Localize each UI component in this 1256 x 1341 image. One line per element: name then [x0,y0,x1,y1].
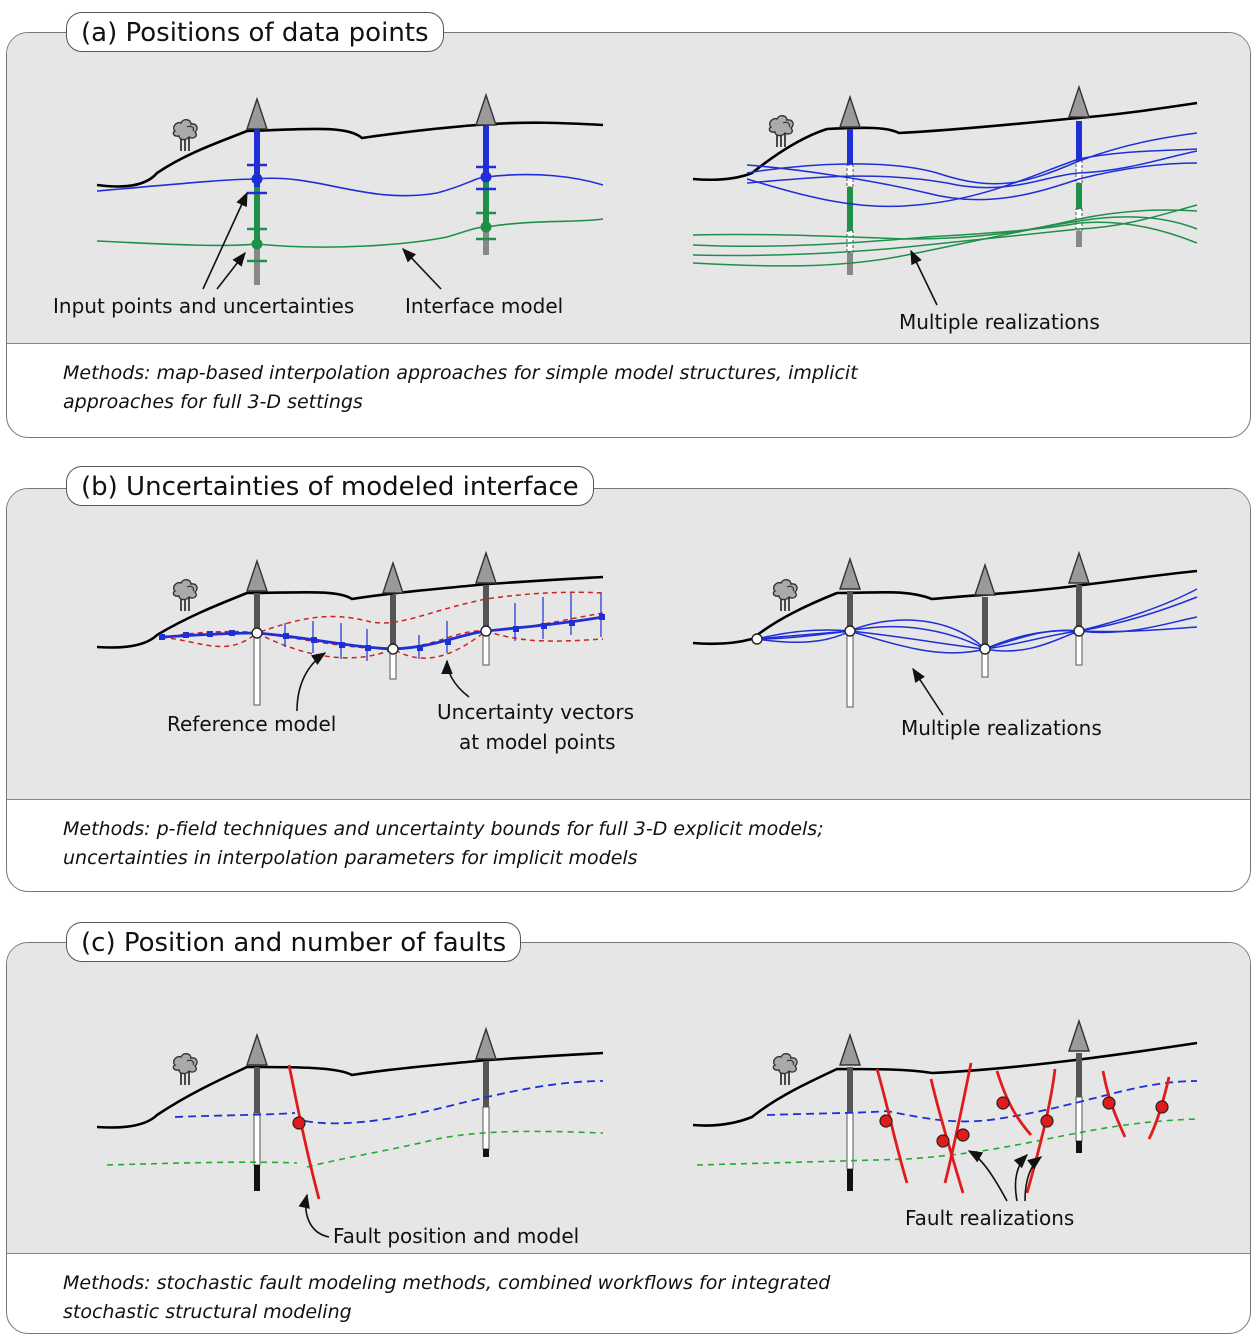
label-reference-model: Reference model [167,712,336,736]
panel-a-title: (a) Positions of data points [66,12,444,52]
label-fault-realizations: Fault realizations [905,1206,1074,1230]
well-2 [382,562,404,680]
label-uncertainty-vectors: Uncertainty vectors [437,700,634,724]
well-3 [475,552,497,666]
well-1 [246,98,268,285]
ground-surface-right [692,1041,1198,1127]
label-multiple-realizations: Multiple realizations [899,310,1100,334]
ground-surface [96,1051,604,1129]
methods-line: approaches for full 3-D settings [63,391,363,413]
well-2 [475,1028,497,1157]
panel-c-figure: Fault position and model [7,943,1250,1254]
uncertainty-vectors [284,593,602,661]
blue-interface [766,1080,1198,1123]
fault-realizations [875,1062,1171,1194]
tree-icon [172,578,198,612]
ground-surface [96,575,604,649]
well-6 [1068,552,1090,666]
well-5 [974,564,996,678]
green-interface [106,1130,604,1168]
well-4 [1068,1020,1090,1153]
panel-b-title: (b) Uncertainties of modeled interface [66,466,594,506]
model-points [159,614,605,651]
fault-points [879,1096,1169,1148]
tree-icon [172,118,198,152]
data-point-markers [751,625,1085,655]
label-fault-position: Fault position and model [333,1224,579,1248]
well-1 [246,1034,268,1191]
reference-model [161,615,604,651]
panel-a-diagram: Input points and uncertainties Interface… [53,86,1198,334]
green-interface [96,218,604,248]
fault-point [292,1116,306,1130]
label-interface-model: Interface model [405,294,563,318]
methods-text: Methods: map-based interpolation approac… [63,359,858,417]
methods-text: Methods: stochastic fault modeling metho… [63,1269,830,1327]
tree-icon [172,1052,198,1086]
panel-b: Reference model Uncertainty vectors at m… [6,488,1251,892]
label-input-points: Input points and uncertainties [53,294,354,318]
uncertainty-bound [161,630,604,659]
methods-line: Methods: p-field techniques and uncertai… [63,818,824,840]
fault-line [287,1064,321,1200]
tree-icon [772,578,798,612]
tree-icon [772,1052,798,1086]
blue-interface [174,1080,604,1125]
well-2 [475,94,497,255]
methods-line: Methods: stochastic fault modeling metho… [63,1272,831,1294]
panel-c-title: (c) Position and number of faults [66,922,522,962]
well-3 [839,96,861,275]
blue-interface [96,173,604,197]
label-uncertainty-vectors: at model points [459,730,616,754]
panel-c: Fault position and model [6,942,1251,1334]
uncertainty-bound [161,591,604,638]
blue-realizations [746,132,1198,208]
methods-line: stochastic structural modeling [63,1301,352,1323]
green-realizations [692,204,1198,267]
panel-c-diagram: Fault position and model [96,1020,1198,1248]
panel-a-figure: Input points and uncertainties Interface… [7,33,1250,344]
ground-surface [96,121,604,188]
panel-b-diagram: Reference model Uncertainty vectors at m… [96,552,1198,754]
methods-text: Methods: p-field techniques and uncertai… [63,815,824,873]
tree-icon [768,114,794,148]
methods-line: uncertainties in interpolation parameter… [63,847,638,869]
methods-line: Methods: map-based interpolation approac… [63,362,858,384]
data-point-markers [251,625,492,655]
panel-b-figure: Reference model Uncertainty vectors at m… [7,489,1250,800]
panel-a: Input points and uncertainties Interface… [6,32,1251,438]
label-multiple-realizations: Multiple realizations [901,716,1102,740]
ground-surface-right [692,101,1198,182]
